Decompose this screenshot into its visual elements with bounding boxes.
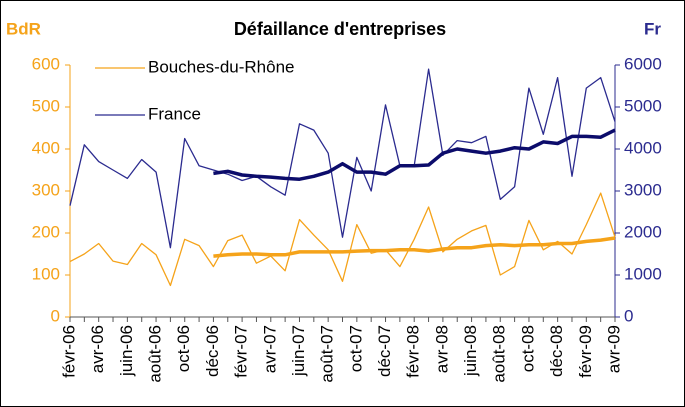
x-tick-label: déc-07	[375, 325, 394, 377]
y-axis-label: BdR	[6, 19, 41, 38]
y-tick-label: 0	[51, 306, 60, 325]
y2-tick-label: 1000	[624, 264, 662, 283]
x-tick-label: oct-08	[518, 325, 537, 372]
series-line	[213, 128, 616, 181]
x-tick-label: avr-07	[260, 325, 279, 373]
x-tick-label: déc-08	[547, 325, 566, 377]
y-tick-label: 600	[32, 54, 60, 73]
x-tick-label: août-07	[318, 325, 337, 383]
x-tick-label: févr-09	[576, 325, 595, 378]
y2-tick-label: 5000	[624, 96, 662, 115]
y2-tick-label: 2000	[624, 222, 662, 241]
x-tick-label: déc-06	[203, 325, 222, 377]
y-tick-label: 100	[32, 264, 60, 283]
x-tick-label: févr-06	[59, 325, 78, 378]
x-tick-label: juin-07	[289, 325, 308, 377]
y2-tick-label: 3000	[624, 180, 662, 199]
y2-tick-label: 6000	[624, 54, 662, 73]
x-tick-label: juin-06	[117, 325, 136, 377]
y2-tick-label: 0	[624, 306, 633, 325]
chart-title: Défaillance d'entreprises	[234, 19, 446, 39]
y2-tick-label: 4000	[624, 138, 662, 157]
series-line	[213, 236, 616, 258]
legend-label: France	[148, 104, 201, 123]
x-tick-label: oct-06	[174, 325, 193, 372]
x-tick-label: avr-08	[432, 325, 451, 373]
series-line	[69, 68, 616, 249]
y-tick-label: 300	[32, 180, 60, 199]
x-tick-label: févr-07	[232, 325, 251, 378]
y-tick-label: 500	[32, 96, 60, 115]
x-tick-label: oct-07	[346, 325, 365, 372]
series-line	[69, 192, 616, 287]
y2-axis-label: Fr	[644, 19, 661, 38]
x-tick-label: avr-06	[88, 325, 107, 373]
x-tick-label: févr-08	[404, 325, 423, 378]
y-tick-label: 400	[32, 138, 60, 157]
x-tick-label: juin-08	[461, 325, 480, 377]
x-tick-label: août-08	[490, 325, 509, 383]
y-tick-label: 200	[32, 222, 60, 241]
legend-label: Bouches-du-Rhône	[148, 57, 294, 76]
x-tick-label: avr-09	[604, 325, 623, 373]
x-tick-label: août-06	[146, 325, 165, 383]
